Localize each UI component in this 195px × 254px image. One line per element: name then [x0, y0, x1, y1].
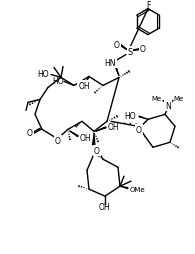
- Polygon shape: [94, 127, 106, 132]
- Text: O: O: [114, 41, 120, 50]
- Polygon shape: [120, 186, 128, 190]
- Text: OH: OH: [78, 82, 90, 91]
- Text: O: O: [140, 45, 146, 54]
- Polygon shape: [92, 132, 94, 146]
- Text: OH: OH: [108, 122, 120, 131]
- Text: HO: HO: [52, 77, 64, 86]
- Text: OH: OH: [80, 133, 92, 142]
- Text: OH: OH: [98, 202, 110, 211]
- Polygon shape: [114, 65, 119, 78]
- Text: O: O: [55, 136, 61, 145]
- Text: HN: HN: [104, 59, 116, 68]
- Text: O: O: [94, 146, 100, 155]
- Text: OMe: OMe: [130, 186, 146, 193]
- Polygon shape: [68, 130, 79, 138]
- Text: O: O: [27, 128, 33, 137]
- Polygon shape: [139, 116, 148, 120]
- Text: HO: HO: [124, 112, 136, 120]
- Text: Me: Me: [152, 96, 162, 102]
- Text: O: O: [136, 125, 142, 134]
- Polygon shape: [85, 77, 89, 84]
- Text: F: F: [146, 1, 150, 10]
- Text: N: N: [165, 102, 171, 110]
- Text: Me: Me: [173, 96, 183, 102]
- Text: HO: HO: [37, 70, 49, 79]
- Text: S: S: [127, 48, 133, 57]
